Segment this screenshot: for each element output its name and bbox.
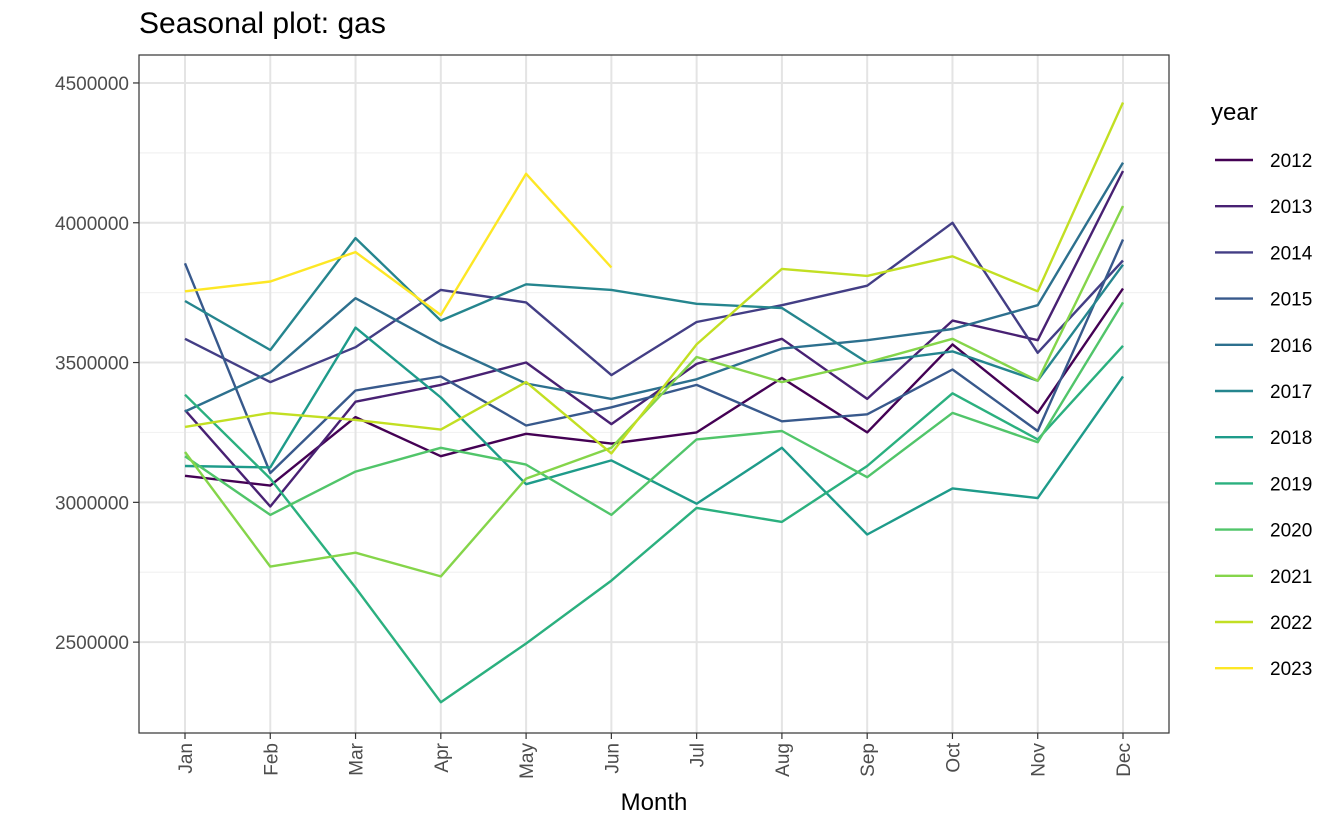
x-tick-label: Aug (773, 743, 794, 777)
x-axis: Jan Feb Mar Apr May Jun Jul Aug Sep Oct Nov Dec (176, 733, 1135, 779)
y-axis: 2500000 3000000 3500000 4000000 4500000 (55, 74, 139, 654)
legend-label: 2014 (1270, 243, 1313, 264)
legend-label: 2022 (1270, 613, 1312, 634)
legend-label: 2019 (1270, 474, 1312, 495)
legend-label: 2015 (1270, 290, 1312, 311)
x-tick-label: Jul (688, 743, 709, 767)
legend-label: 2013 (1270, 197, 1312, 218)
series-line-2015 (183, 239, 1125, 475)
legend-item: 2021 (1215, 567, 1312, 588)
grid (139, 55, 1169, 733)
x-tick-label: Sep (858, 743, 879, 777)
legend-label: 2021 (1270, 567, 1312, 588)
x-tick-label: Feb (261, 743, 282, 776)
x-tick-label: May (517, 743, 538, 779)
legend-item: 2023 (1215, 659, 1312, 680)
series-line-2019 (184, 344, 1124, 704)
series-line-2022 (184, 102, 1125, 455)
x-tick-label: Oct (943, 742, 964, 772)
x-tick-label: Jun (602, 743, 623, 774)
y-tick-label: 4000000 (55, 214, 129, 235)
y-tick-label: 3000000 (55, 493, 129, 514)
legend-title: year (1211, 99, 1258, 126)
x-axis-title: Month (621, 789, 688, 816)
y-tick-label: 2500000 (55, 633, 129, 654)
series-line-2020 (184, 301, 1125, 517)
series-line-2018 (184, 326, 1124, 536)
legend-item: 2022 (1215, 613, 1312, 634)
legend-label: 2018 (1270, 428, 1312, 449)
legend-item: 2019 (1215, 474, 1312, 495)
legend-item: 2016 (1215, 336, 1312, 357)
legend-item: 2018 (1215, 428, 1312, 449)
series-line-2016 (184, 161, 1125, 413)
legend-label: 2012 (1270, 151, 1312, 172)
y-tick-label: 4500000 (55, 74, 129, 95)
legend-item: 2014 (1215, 243, 1313, 264)
y-tick-label: 3500000 (55, 354, 129, 375)
legend-item: 2015 (1215, 290, 1312, 311)
series-line-2013 (184, 170, 1125, 508)
x-tick-label: Nov (1029, 743, 1050, 777)
legend-item: 2013 (1215, 197, 1312, 218)
x-tick-label: Apr (432, 742, 453, 772)
series-lines (183, 102, 1125, 704)
series-line-2021 (184, 205, 1125, 578)
chart-title: Seasonal plot: gas (139, 7, 386, 40)
legend-item: 2020 (1215, 521, 1312, 542)
series-line-2014 (184, 221, 1124, 384)
x-tick-label: Mar (347, 742, 368, 775)
series-line-2012 (184, 287, 1124, 487)
x-tick-label: Dec (1114, 743, 1135, 777)
plot-panel-border (138, 54, 1170, 734)
legend-label: 2017 (1270, 382, 1312, 403)
legend-item: 2017 (1215, 382, 1312, 403)
legend: year 2012 2013 2014 2015 2016 2017 2018 2019 202… (1211, 99, 1313, 680)
x-tick-label: Jan (176, 743, 197, 774)
legend-label: 2023 (1270, 659, 1312, 680)
legend-item: 2012 (1215, 151, 1312, 172)
series-line-2023 (184, 172, 613, 317)
legend-label: 2016 (1270, 336, 1312, 357)
legend-label: 2020 (1270, 521, 1312, 542)
